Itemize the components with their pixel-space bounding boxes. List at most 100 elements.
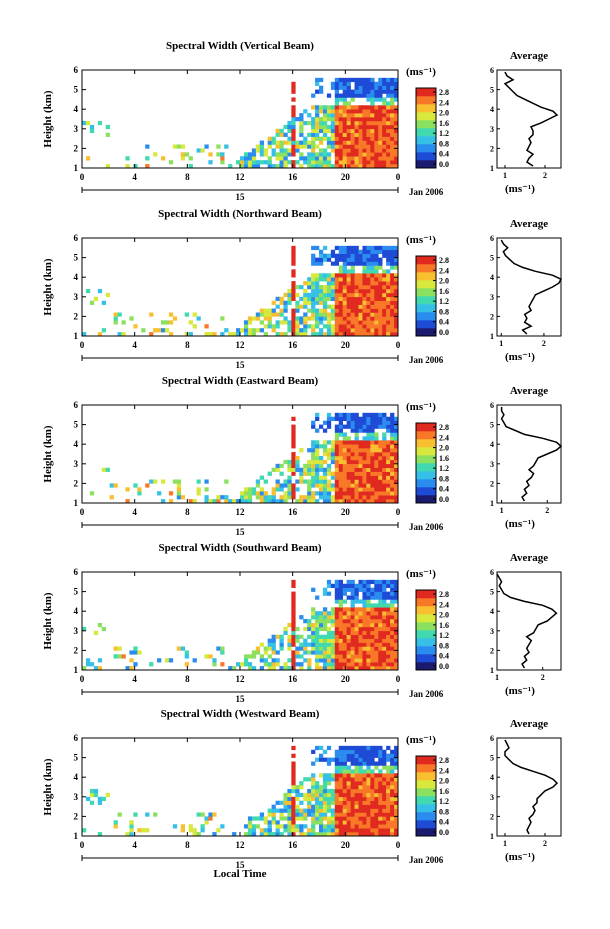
heatmap-cell (354, 491, 359, 496)
heatmap-cell (315, 666, 320, 671)
heatmap-cell (386, 253, 391, 258)
heatmap-cell (366, 583, 371, 588)
heatmap-cell (362, 591, 367, 596)
heatmap-cell (330, 304, 336, 309)
heatmap-cell (342, 611, 347, 616)
heatmap-cell (374, 288, 379, 294)
heatmap-cell (240, 160, 245, 165)
heatmap-cell (386, 491, 391, 496)
heatmap-cell (307, 316, 312, 321)
heatmap-cell (378, 140, 383, 145)
heatmap-cell (204, 332, 209, 337)
heatmap-cell (362, 615, 367, 620)
heatmap-cell (358, 804, 363, 809)
heatmap-cell (386, 583, 391, 588)
heatmap-cell (326, 316, 332, 321)
heatmap-cell (322, 332, 328, 337)
heatmap-cell (322, 113, 328, 118)
heatmap-cell (315, 800, 320, 805)
heatmap-cell (311, 285, 316, 290)
heatmap-cell (319, 288, 324, 294)
heatmap-cell (338, 463, 343, 469)
heatmap-cell (390, 245, 395, 251)
heatmap-cell (354, 164, 359, 169)
colorbar-swatch (416, 304, 436, 313)
heatmap-cell (350, 265, 355, 270)
x-tick-label: 16 (288, 340, 298, 350)
heatmap-cell (378, 745, 383, 751)
panel-title: Spectral Width (Westward Beam) (160, 708, 320, 720)
heatmap-cell (394, 777, 399, 782)
heatmap-cell (271, 328, 276, 333)
average-title: Average (509, 718, 549, 730)
heatmap-cell (366, 824, 371, 829)
heatmap-cell (378, 753, 383, 758)
heatmap-cell (326, 277, 332, 282)
heatmap-cell (382, 416, 387, 421)
heatmap-cell (311, 304, 316, 309)
heatmap-cell (374, 761, 379, 766)
heatmap-cell (386, 128, 391, 134)
colorbar-swatch (416, 272, 436, 281)
heatmap-cell (319, 654, 324, 659)
heatmap-cell (362, 499, 367, 504)
heatmap-cell (184, 312, 189, 317)
heatmap-cell (358, 152, 363, 157)
average-y-tick-label: 3 (490, 460, 494, 469)
heatmap-cell (362, 607, 367, 612)
heatmap-cell (374, 816, 379, 821)
heatmap-cell (330, 622, 336, 628)
heatmap-cell (394, 491, 399, 496)
heatmap-cell (346, 144, 351, 149)
heatmap-cell (334, 144, 340, 149)
heatmap-cell (346, 479, 351, 484)
heatmap-cell (382, 300, 387, 305)
heatmap-cell (370, 646, 375, 651)
heatmap-cell (390, 128, 395, 134)
heatmap-cell (378, 773, 383, 778)
heatmap-cell (346, 832, 351, 837)
heatmap-cell (382, 296, 387, 302)
heatmap-cell (378, 804, 383, 809)
heatmap-cell (188, 499, 193, 504)
heatmap-cell (330, 800, 336, 805)
colorbar: 0.00.40.81.21.62.02.42.8 (415, 87, 449, 169)
heatmap-cell (362, 785, 367, 790)
heatmap-cell (382, 113, 387, 118)
heatmap-cell (295, 662, 300, 667)
heatmap-cell (338, 646, 343, 651)
heatmap-cell (370, 800, 375, 805)
heatmap-cell (330, 113, 336, 118)
heatmap-cell (358, 273, 363, 278)
heatmap-cell (315, 105, 320, 110)
heatmap-cell (390, 156, 395, 161)
heatmap-cell (291, 444, 296, 449)
heatmap-cell (307, 626, 312, 632)
heatmap-cell (346, 148, 351, 153)
heatmap-cell (370, 769, 375, 774)
heatmap-cell (362, 160, 367, 165)
heatmap-cell (362, 273, 367, 278)
heatmap-cell (374, 619, 379, 624)
heatmap-cell (342, 160, 347, 165)
colorbar-swatch (416, 828, 436, 837)
heatmap-cell (366, 765, 371, 770)
heatmap-cell (275, 312, 280, 317)
heatmap-cell (275, 132, 280, 137)
heatmap-cell (334, 257, 340, 262)
heatmap-cell (307, 479, 312, 484)
heatmap-cell (342, 448, 347, 453)
heatmap-cell (394, 662, 399, 667)
colorbar-tick-label: 1.6 (439, 787, 449, 796)
heatmap-cell (366, 662, 371, 667)
heatmap-cell (346, 607, 351, 612)
heatmap-cell (192, 832, 197, 837)
heatmap-cell (319, 642, 324, 647)
heatmap-cell (240, 491, 245, 496)
heatmap-cell (271, 804, 276, 809)
y-tick-label: 1 (74, 331, 79, 341)
heatmap-cell (180, 646, 185, 651)
heatmap-cell (311, 607, 316, 612)
heatmap-cell (184, 662, 189, 667)
